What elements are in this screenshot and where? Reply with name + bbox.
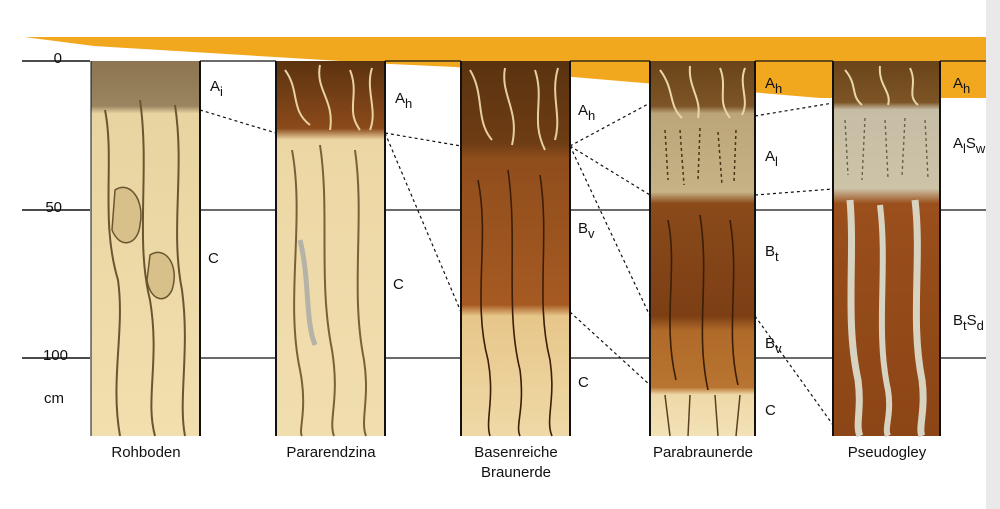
horizon-label: Bv (578, 220, 595, 241)
horizon-label: Al (765, 148, 778, 169)
horizon-label: Ah (578, 102, 596, 123)
depth-unit: cm (44, 390, 64, 407)
profile-name-basenreiche-braunerde: Basenreiche Braunerde (474, 444, 558, 481)
frame-edge (986, 0, 1000, 509)
soil-column-basenreiche-braunerde (460, 61, 571, 437)
depth-tick-100: 100 (42, 347, 68, 364)
profile-name-rohboden: Rohboden (111, 444, 181, 461)
horizon-label: Bv (765, 335, 782, 356)
horizon-label: AlSw (953, 135, 986, 156)
horizon-label: C (393, 276, 404, 293)
soil-column-rohboden (90, 61, 201, 437)
profile-name-parabraunerde: Parabraunerde (652, 444, 754, 461)
depth-tick-0: 0 (53, 50, 62, 67)
correlation-lines (199, 102, 834, 426)
horizon-label: BtSd (953, 312, 984, 333)
soil-column-pararendzina (275, 61, 386, 437)
horizon-label: C (208, 250, 219, 267)
profile-name-pseudogley: Pseudogley (847, 444, 927, 461)
horizon-label: Ai (210, 78, 223, 99)
horizon-label: Bt (765, 243, 779, 264)
horizon-label: C (578, 374, 589, 391)
depth-axis (22, 60, 90, 359)
horizon-boundaries (200, 60, 986, 359)
horizon-label: Ah (395, 90, 413, 111)
horizon-label: Ah (765, 75, 783, 96)
horizon-label: Ah (953, 75, 971, 96)
horizon-label: C (765, 402, 776, 419)
depth-tick-50: 50 (45, 199, 62, 216)
soil-column-pseudogley (832, 61, 941, 438)
profile-name-pararendzina: Pararendzina (286, 444, 376, 461)
soil-column-parabraunerde (649, 61, 756, 437)
